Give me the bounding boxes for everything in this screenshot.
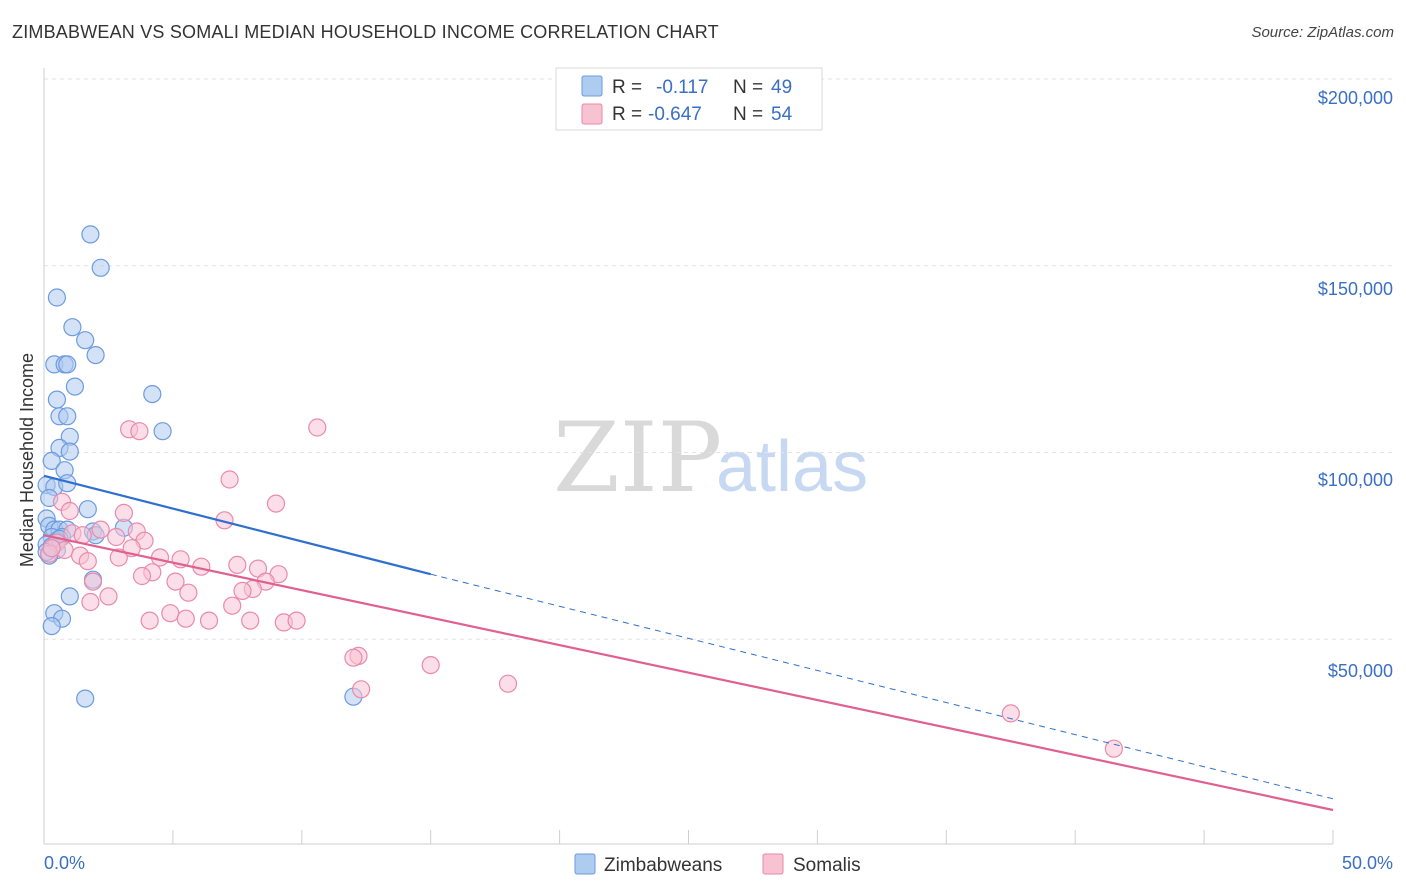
somalis-point-38 — [223, 596, 242, 615]
legend-n-value-zimbabweans: 49 — [771, 77, 792, 98]
zimbabweans-point-9 — [65, 377, 85, 396]
watermark: ZIP atlas — [553, 402, 868, 514]
zimbabweans-point-45 — [76, 689, 95, 708]
trend-line-zimbabweans — [43, 474, 431, 576]
correlation-legend: R = -0.117 N = 49 R = -0.647 N = 54 — [555, 67, 823, 131]
y-axis-labels: $200,000 $150,000 $100,000 $50,000 — [1318, 88, 1393, 681]
gridlines — [44, 78, 1393, 640]
somalis-point-53 — [42, 539, 61, 558]
zimbabweans-point-10 — [143, 385, 162, 404]
series-zimbabweans-points — [37, 225, 363, 708]
legend-r-label-somalis: R = — [612, 104, 642, 125]
bottom-legend-swatch-somalis — [762, 853, 784, 875]
somalis-point-40 — [140, 611, 159, 630]
bottom-legend-label-somalis: Somalis — [793, 855, 861, 876]
somalis-point-3 — [220, 470, 239, 489]
zimbabweans-point-41 — [60, 587, 79, 606]
somalis-point-41 — [176, 609, 195, 628]
series-legend: Zimbabweans Somalis — [574, 853, 861, 876]
somalis-point-30 — [166, 572, 185, 591]
trend-lines — [43, 474, 1334, 812]
zimbabweans-point-18 — [42, 451, 61, 470]
y-tick-label-200000: $200,000 — [1318, 88, 1393, 108]
zimbabweans-point-24 — [78, 500, 97, 519]
x-axis-ticks — [43, 830, 1334, 844]
somalis-point-51 — [1001, 704, 1020, 723]
somalis-point-42 — [199, 611, 219, 630]
somalis-point-32 — [83, 572, 103, 591]
somalis-point-48 — [421, 655, 440, 675]
somalis-point-6 — [60, 501, 79, 521]
y-tick-label-150000: $150,000 — [1318, 279, 1393, 299]
somalis-point-20 — [78, 552, 97, 571]
x-tick-label-max: 50.0% — [1342, 853, 1393, 873]
somalis-point-50 — [352, 680, 371, 699]
zimbabweans-point-44 — [42, 616, 61, 636]
somalis-point-43 — [241, 611, 260, 630]
somalis-point-35 — [179, 583, 198, 602]
zimbabweans-point-11 — [47, 390, 67, 409]
bottom-legend-label-zimbabweans: Zimbabweans — [604, 855, 722, 876]
zimbabweans-point-14 — [153, 422, 172, 441]
chart-title: ZIMBABWEAN VS SOMALI MEDIAN HOUSEHOLD IN… — [12, 22, 719, 42]
series-somalis-points — [40, 418, 1124, 758]
zimbabweans-point-0 — [81, 225, 100, 244]
somalis-point-11 — [91, 520, 110, 539]
somalis-point-52 — [1104, 739, 1124, 758]
trend-line-somalis — [43, 534, 1334, 812]
zimbabweans-point-8 — [58, 355, 77, 374]
zimbabweans-point-5 — [86, 346, 105, 365]
somalis-point-2 — [130, 422, 149, 441]
y-tick-label-50000: $50,000 — [1328, 661, 1393, 681]
somalis-point-28 — [132, 566, 152, 586]
somalis-point-36 — [99, 587, 118, 606]
y-axis-title: Median Household Income — [17, 353, 37, 567]
somalis-point-39 — [161, 604, 180, 623]
watermark-atlas: atlas — [716, 427, 868, 507]
somalis-point-37 — [81, 592, 100, 612]
somalis-point-4 — [266, 494, 286, 513]
bottom-legend-swatch-zimbabweans — [574, 853, 596, 875]
somalis-point-34 — [233, 581, 252, 601]
trend-line-zimbabweans-extrapolated — [430, 573, 1334, 800]
legend-r-value-somalis: -0.647 — [648, 104, 702, 125]
legend-n-value-somalis: 54 — [771, 104, 793, 125]
x-tick-label-min: 0.0% — [44, 853, 85, 873]
somalis-point-12 — [107, 527, 126, 547]
legend-n-label-somalis: N = — [733, 104, 763, 125]
y-tick-label-100000: $100,000 — [1318, 470, 1393, 490]
somalis-point-0 — [308, 418, 327, 437]
zimbabweans-point-2 — [47, 288, 67, 307]
legend-r-label-zimbabweans: R = — [612, 77, 642, 98]
zimbabweans-point-4 — [76, 331, 95, 350]
zimbabweans-point-17 — [60, 442, 79, 461]
chart-source: Source: ZipAtlas.com — [1251, 24, 1394, 41]
somalis-point-47 — [344, 648, 363, 667]
zimbabweans-point-3 — [63, 318, 82, 337]
legend-n-label-zimbabweans: N = — [733, 77, 763, 98]
legend-r-value-zimbabweans: -0.117 — [656, 77, 708, 98]
zimbabweans-point-1 — [91, 258, 110, 277]
somalis-point-49 — [498, 674, 518, 693]
zimbabweans-point-13 — [58, 407, 77, 426]
somalis-point-7 — [114, 503, 134, 523]
legend-swatch-zimbabweans — [581, 75, 603, 97]
somalis-point-21 — [109, 548, 128, 567]
somalis-point-25 — [228, 555, 247, 575]
watermark-zip: ZIP — [553, 402, 722, 514]
somalis-point-45 — [287, 611, 306, 630]
legend-swatch-somalis — [581, 103, 603, 125]
